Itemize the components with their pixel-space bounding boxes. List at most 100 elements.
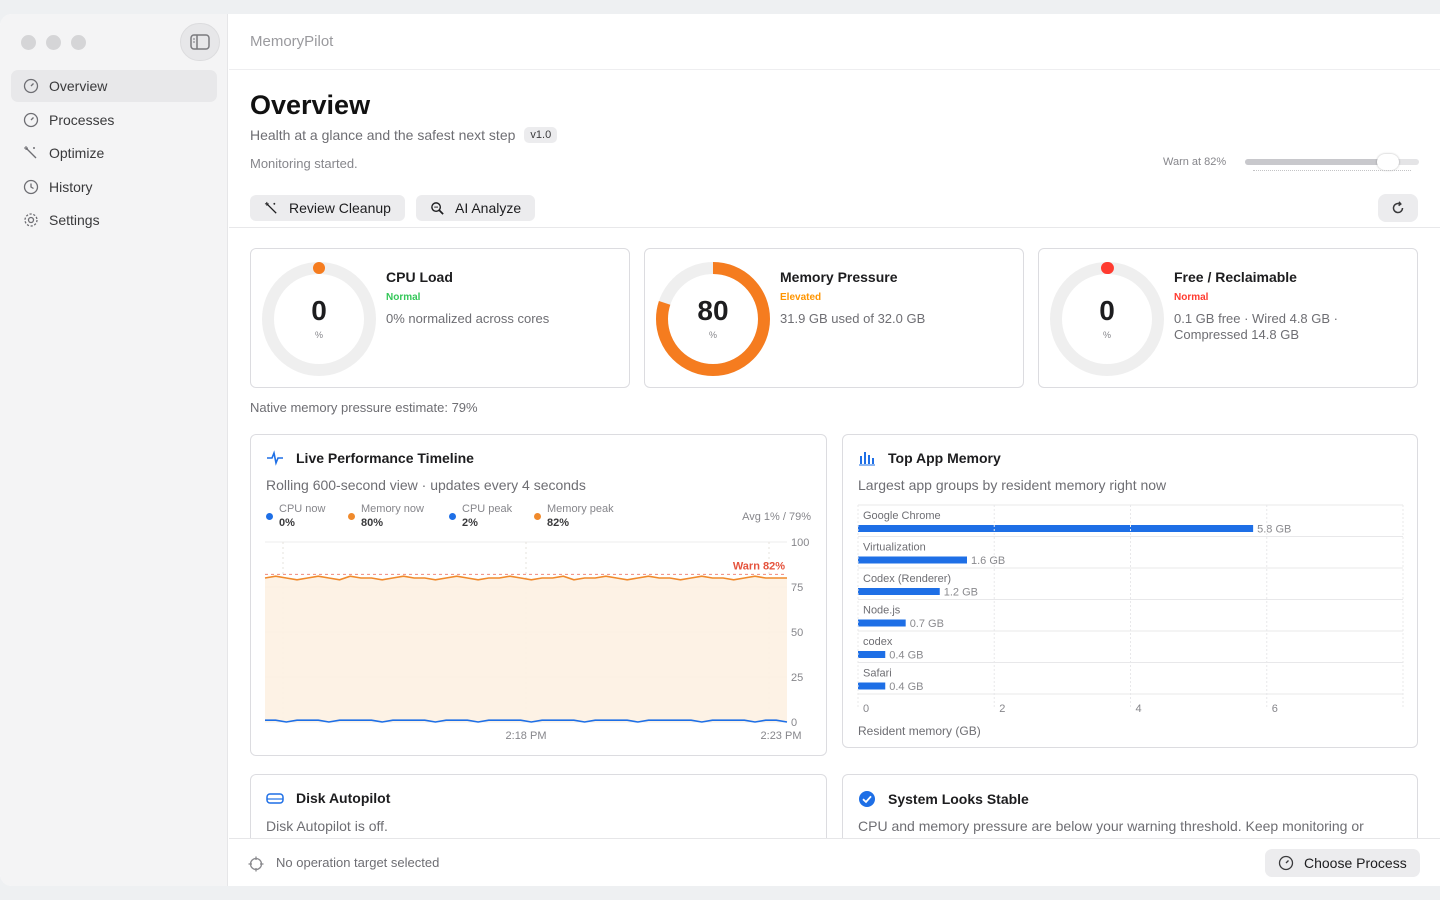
cpu-status: Normal (386, 292, 421, 303)
status-bar: No operation target selected Choose Proc… (229, 838, 1440, 886)
system-text: CPU and memory pressure are below your w… (858, 818, 1364, 834)
legend-value: 80% (361, 517, 384, 529)
legend-memory-now: Memory now 80% (348, 503, 424, 529)
bar (858, 619, 906, 627)
cpu-detail: 0% normalized across cores (386, 311, 550, 326)
operation-target-status: No operation target selected (276, 855, 440, 870)
y-tick-label: 25 (791, 672, 803, 684)
disk-header: Disk Autopilot (266, 790, 390, 806)
memory-status: Elevated (780, 292, 822, 303)
sidebar-item-settings[interactable]: Settings (11, 204, 217, 236)
cpu-unit: % (314, 330, 323, 340)
sidebar-item-label: Optimize (49, 145, 105, 162)
wand-icon (264, 201, 277, 214)
sidebar-item-history[interactable]: History (11, 171, 217, 203)
zoom-window-button[interactable] (71, 35, 86, 50)
gear-icon (24, 213, 38, 228)
bar-value-label: 0.4 GB (889, 650, 923, 662)
top-memory-chart: Google Chrome 5.8 GB Virtualization 1.6 GB C… (857, 504, 1404, 738)
x-tick-label: 2:18 PM (506, 730, 547, 742)
system-header: System Looks Stable (858, 790, 1029, 808)
top-memory-title: Top App Memory (888, 450, 1001, 466)
x-tick-label: 6 (1272, 703, 1278, 715)
bar-value-label: 1.6 GB (971, 555, 1005, 567)
app-title: MemoryPilot (250, 33, 334, 50)
main-content: MemoryPilot Overview Health at a glance … (229, 14, 1440, 886)
bar (858, 651, 886, 658)
bar-value-label: 0.7 GB (910, 618, 944, 630)
free-value: 0 (1099, 295, 1115, 326)
cpu-ring-gauge (262, 262, 376, 376)
bar-value-label: 1.2 GB (944, 587, 978, 599)
page-header: Overview Health at a glance and the safe… (229, 70, 1440, 228)
free-unit: % (1102, 330, 1111, 340)
gauge-icon (1278, 855, 1294, 871)
warn-threshold-label: Warn at 82% (1163, 156, 1227, 168)
free-status: Normal (1174, 292, 1209, 303)
legend-value: 0% (279, 517, 295, 529)
memory-series-line (264, 575, 787, 581)
verified-badge-icon (859, 791, 875, 807)
pressure-estimate: Native memory pressure estimate: 79% (250, 400, 478, 415)
bar (858, 556, 967, 564)
choose-process-button[interactable]: Choose Process (1265, 849, 1420, 877)
sidebar-nav: Overview Processes Optimize History Sett… (11, 70, 217, 238)
free-title: Free / Reclaimable (1174, 269, 1297, 285)
slider-thumb[interactable] (1376, 154, 1399, 170)
page-subtitle: Health at a glance and the safest next s… (250, 127, 558, 143)
timeline-header: Live Performance Timeline (266, 450, 474, 466)
sidebar-item-overview[interactable]: Overview (11, 70, 217, 102)
timeline-subtitle: Rolling 600-second view · updates every … (266, 477, 586, 493)
minimize-window-button[interactable] (46, 35, 61, 50)
ai-analyze-button[interactable]: AI Analyze (416, 195, 536, 221)
close-window-button[interactable] (21, 35, 36, 50)
memory-pressure-card: 80 % Memory Pressure Elevated 31.9 GB us… (644, 248, 1024, 388)
timeline-average: Avg 1% / 79% (742, 511, 811, 523)
window-controls (21, 35, 86, 50)
x-tick-label: 0 (863, 703, 869, 715)
choose-process-label: Choose Process (1304, 855, 1407, 871)
sidebar-item-optimize[interactable]: Optimize (11, 137, 217, 169)
title-bar: MemoryPilot (229, 14, 1440, 70)
subtitle-text: Health at a glance and the safest next s… (250, 127, 516, 143)
legend-label: CPU peak (462, 503, 513, 515)
bar-chart-icon (859, 452, 875, 466)
free-detail: 0.1 GB free · Wired 4.8 GB · Compressed … (1174, 311, 1338, 342)
sidebar-item-processes[interactable]: Processes (11, 104, 217, 136)
sidebar-icon (190, 34, 210, 50)
page-title: Overview (250, 90, 371, 120)
cpu-value: 0 (311, 295, 327, 326)
disk-title: Disk Autopilot (296, 790, 391, 806)
slider-ticks (1253, 170, 1411, 171)
system-title: System Looks Stable (888, 791, 1029, 807)
cpu-series-line (265, 719, 788, 723)
warn-threshold-slider[interactable] (1245, 154, 1419, 171)
magnifier-icon (431, 201, 444, 215)
legend-dot (348, 513, 355, 520)
x-tick-label: 2:23 PM (761, 730, 802, 742)
warn-threshold-label: Warn 82% (733, 560, 785, 572)
timeline-title: Live Performance Timeline (296, 450, 474, 466)
bar (858, 588, 940, 595)
sidebar: Overview Processes Optimize History Sett… (0, 14, 228, 886)
legend-label: Memory peak (547, 503, 614, 515)
review-cleanup-button[interactable]: Review Cleanup (250, 195, 405, 221)
bar-category-label: Node.js (863, 605, 901, 617)
app-window: Overview Processes Optimize History Sett… (0, 14, 1440, 886)
gauge-icon (23, 112, 39, 127)
top-memory-subtitle: Largest app groups by resident memory ri… (858, 477, 1167, 493)
cpu-load-card: 0 % CPU Load Normal 0% normalized across… (250, 248, 630, 388)
version-badge: v1.0 (524, 127, 558, 143)
memory-title: Memory Pressure (780, 269, 898, 285)
bar-category-label: Google Chrome (863, 510, 941, 522)
sidebar-item-label: Settings (49, 212, 100, 229)
memory-value: 80 (697, 295, 729, 326)
bar (858, 525, 1254, 532)
legend-cpu-peak: CPU peak 2% (449, 503, 513, 529)
top-app-memory-card: Top App Memory Largest app groups by res… (842, 434, 1418, 748)
legend-value: 82% (547, 517, 570, 529)
sidebar-toggle-button[interactable] (180, 23, 220, 61)
x-tick-label: 2 (999, 703, 1005, 715)
performance-timeline-card: Live Performance Timeline Rolling 600-se… (250, 434, 827, 756)
refresh-button[interactable] (1378, 194, 1418, 222)
